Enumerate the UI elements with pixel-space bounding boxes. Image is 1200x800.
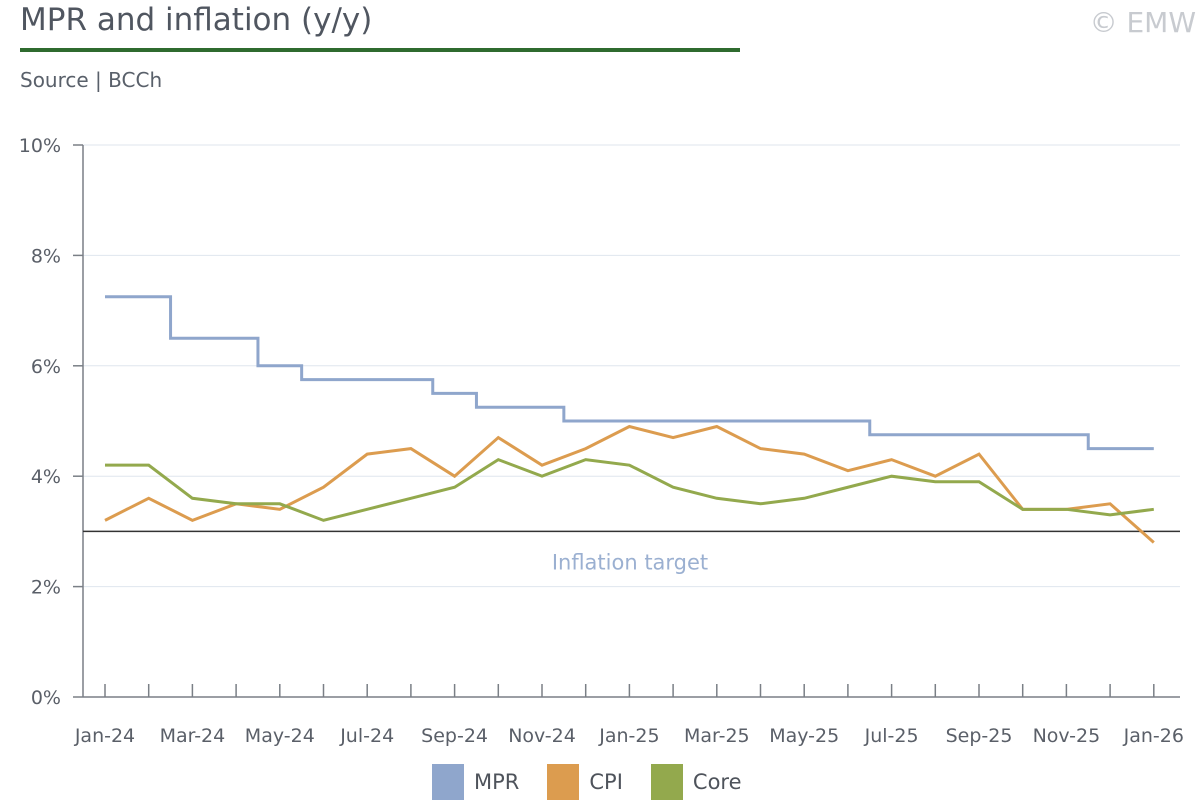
legend-swatch-cpi <box>547 764 580 800</box>
y-tick-label: 2% <box>31 577 61 599</box>
x-tick-label: May-24 <box>245 725 315 747</box>
series-line-core <box>105 457 1154 522</box>
x-tick-label: Sep-25 <box>946 725 1013 747</box>
x-tick-label: Mar-25 <box>684 725 750 747</box>
title-underline <box>20 48 740 52</box>
y-tick-label: 8% <box>31 245 61 267</box>
legend-label-mpr: MPR <box>474 770 520 794</box>
x-tick-label: Jan-24 <box>74 725 135 747</box>
legend-label-core: Core <box>692 770 742 794</box>
y-tick-label: 4% <box>31 466 61 488</box>
legend-swatch-core <box>650 764 683 800</box>
legend-item-mpr: MPR <box>432 764 519 800</box>
inflation-target-label: Inflation target <box>552 550 708 574</box>
x-tick-label: Mar-24 <box>160 725 226 747</box>
x-tick-label: Jul-24 <box>339 725 394 747</box>
legend-swatch-mpr <box>432 764 464 800</box>
chart-legend: MPR CPI Core <box>432 764 770 800</box>
x-tick-label: Nov-24 <box>508 725 576 747</box>
legend-item-core: Core <box>650 764 742 800</box>
y-tick-label: 0% <box>31 687 61 709</box>
copyright-watermark: © EMW <box>1089 6 1196 39</box>
legend-item-cpi: CPI <box>547 764 623 800</box>
x-tick-label: Nov-25 <box>1033 725 1101 747</box>
series-line-cpi <box>104 424 1155 544</box>
x-tick-label: Sep-24 <box>421 725 488 747</box>
x-tick-label: Jul-25 <box>864 725 919 747</box>
chart-source: Source | BCCh <box>20 68 163 92</box>
legend-label-cpi: CPI <box>589 770 623 794</box>
chart-title: MPR and inflation (y/y) <box>20 2 373 38</box>
y-tick-label: 10% <box>19 135 61 157</box>
x-tick-label: Jan-26 <box>1123 725 1184 747</box>
x-tick-label: May-25 <box>769 725 839 747</box>
y-tick-label: 6% <box>31 356 61 378</box>
x-tick-label: Jan-25 <box>598 725 659 747</box>
